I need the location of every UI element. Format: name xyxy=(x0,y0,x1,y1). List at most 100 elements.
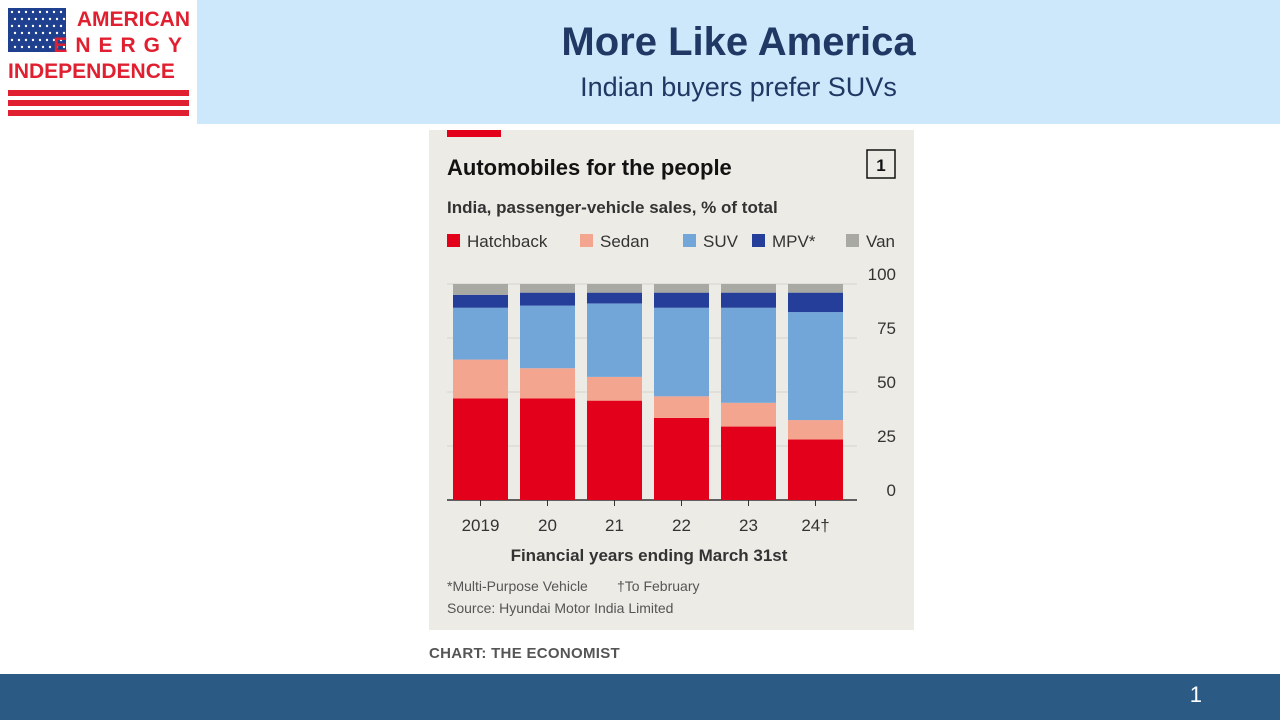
flag-star xyxy=(10,38,14,42)
bar-segment xyxy=(721,284,776,293)
x-tick-label: 21 xyxy=(605,516,624,535)
x-axis: 2019 20 21 22 23 24† xyxy=(462,500,830,535)
flag-star xyxy=(13,31,17,35)
flag-star xyxy=(34,31,38,35)
bar-segment xyxy=(520,368,575,399)
footnote-mpv: *Multi-Purpose Vehicle xyxy=(447,578,588,594)
x-tick-label: 22 xyxy=(672,516,691,535)
flag-star xyxy=(24,24,28,28)
flag-star xyxy=(38,10,42,14)
bar-segment xyxy=(654,307,709,397)
flag-star xyxy=(45,10,49,14)
flag-star xyxy=(41,17,45,21)
flag-star xyxy=(55,31,59,35)
bar-segment xyxy=(788,439,843,500)
bar-segment xyxy=(453,307,508,360)
bar-segment xyxy=(520,398,575,500)
bar-segment xyxy=(520,305,575,369)
flag-star xyxy=(48,31,52,35)
x-tick-label: 20 xyxy=(538,516,557,535)
x-tick-label: 2019 xyxy=(462,516,500,535)
chart-credit: CHART: THE ECONOMIST xyxy=(429,645,620,662)
flag-star xyxy=(10,24,14,28)
flag-star xyxy=(27,17,31,21)
flag-star xyxy=(55,17,59,21)
bar-segment xyxy=(721,307,776,403)
flag-star xyxy=(20,31,24,35)
flag-star xyxy=(24,38,28,42)
legend-label: MPV* xyxy=(772,232,816,251)
flag-star xyxy=(13,17,17,21)
x-axis-label: Financial years ending March 31st xyxy=(511,546,788,565)
x-tick-label: 24† xyxy=(801,516,829,535)
legend-swatch xyxy=(580,234,593,247)
bar-segment xyxy=(721,402,776,427)
flag-star xyxy=(27,45,31,49)
bar-segment xyxy=(788,420,843,440)
economist-tag xyxy=(447,130,501,137)
legend: Hatchback Sedan SUV MPV* Van xyxy=(447,232,895,251)
flag-star xyxy=(34,17,38,21)
flag-star xyxy=(45,38,49,42)
flag-star xyxy=(27,31,31,35)
flag-star xyxy=(59,10,63,14)
slide-header: More Like America Indian buyers prefer S… xyxy=(197,0,1280,124)
flag-star xyxy=(48,45,52,49)
chart-badge-box xyxy=(866,149,896,179)
logo-stripe xyxy=(8,100,189,106)
flag-star xyxy=(41,31,45,35)
x-tick-label: 23 xyxy=(739,516,758,535)
flag-star xyxy=(62,45,66,49)
y-tick-label: 25 xyxy=(877,427,896,446)
bar-segment xyxy=(788,284,843,293)
bar-segment xyxy=(654,284,709,293)
flag-star xyxy=(31,38,35,42)
flag-star xyxy=(45,24,49,28)
chart-subtitle: India, passenger-vehicle sales, % of tot… xyxy=(447,198,778,217)
legend-label: Hatchback xyxy=(467,232,548,251)
logo-stripe xyxy=(8,110,189,116)
bar-segment xyxy=(453,294,508,308)
y-tick-label: 0 xyxy=(887,481,896,500)
flag-star xyxy=(31,10,35,14)
flag-star xyxy=(55,45,59,49)
flag-star xyxy=(13,45,17,49)
bar-segment xyxy=(788,292,843,313)
logo-stripe xyxy=(8,90,189,96)
chart-panel: Automobiles for the people 1 India, pass… xyxy=(429,130,914,630)
flag-star xyxy=(20,17,24,21)
flag-star xyxy=(17,38,21,42)
bar-segment xyxy=(721,426,776,500)
bar-segment xyxy=(587,284,642,293)
flag-star xyxy=(41,45,45,49)
flag-star xyxy=(20,45,24,49)
flag-icon xyxy=(8,8,66,52)
y-axis: 0 25 50 75 100 xyxy=(868,265,896,500)
legend-label: SUV xyxy=(703,232,739,251)
stacked-bar-chart: Automobiles for the people 1 India, pass… xyxy=(447,130,896,616)
bar-segment xyxy=(654,292,709,308)
legend-label: Sedan xyxy=(600,232,649,251)
legend-swatch xyxy=(447,234,460,247)
chart-source: Source: Hyundai Motor India Limited xyxy=(447,600,673,616)
flag-star xyxy=(24,10,28,14)
logo-line-3: INDEPENDENCE xyxy=(8,60,175,83)
flag-star xyxy=(52,10,56,14)
y-tick-label: 50 xyxy=(877,373,896,392)
y-tick-label: 100 xyxy=(868,265,896,284)
flag-star xyxy=(52,38,56,42)
bar-segment xyxy=(654,417,709,500)
bar-segment xyxy=(453,398,508,500)
footnote-february: †To February xyxy=(617,578,699,594)
flag-star xyxy=(59,24,63,28)
bar-segment xyxy=(520,292,575,306)
bar-segment xyxy=(453,284,508,295)
flag-star xyxy=(62,31,66,35)
flag-star xyxy=(48,17,52,21)
y-tick-label: 75 xyxy=(877,319,896,338)
bars xyxy=(453,284,843,500)
slide-subtitle: Indian buyers prefer SUVs xyxy=(580,72,897,102)
footer-bar: 1 xyxy=(0,674,1280,720)
flag-star xyxy=(17,24,21,28)
flag-star xyxy=(34,45,38,49)
